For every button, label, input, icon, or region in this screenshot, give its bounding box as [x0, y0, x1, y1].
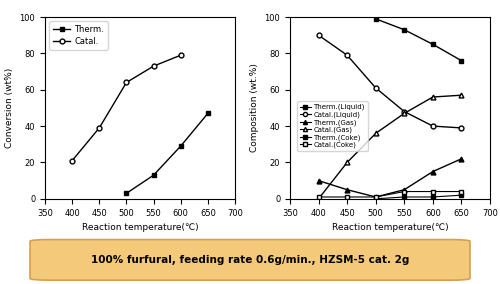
- Catal.: [69, 159, 75, 162]
- Catal.: [150, 64, 156, 68]
- Therm.: [205, 112, 211, 115]
- Line: Catal.: Catal.: [70, 53, 183, 163]
- Line: Therm.: Therm.: [124, 111, 210, 196]
- X-axis label: Reaction temperature(℃): Reaction temperature(℃): [332, 223, 448, 232]
- Therm.: [178, 144, 184, 148]
- Catal.: [124, 81, 130, 84]
- Catal.: [178, 53, 184, 57]
- FancyBboxPatch shape: [30, 239, 470, 280]
- Therm.: [150, 174, 156, 177]
- Legend: Therm.(Liquid), Catal.(Liquid), Therm.(Gas), Catal.(Gas), Therm.(Coke), Catal.(C: Therm.(Liquid), Catal.(Liquid), Therm.(G…: [298, 101, 368, 151]
- Catal.: [96, 126, 102, 130]
- X-axis label: Reaction temperature(℃): Reaction temperature(℃): [82, 223, 198, 232]
- Y-axis label: Composition (wt.%): Composition (wt.%): [250, 64, 259, 152]
- Therm.: [124, 192, 130, 195]
- Text: 100% furfural, feeding rate 0.6g/min., HZSM-5 cat. 2g: 100% furfural, feeding rate 0.6g/min., H…: [91, 255, 409, 265]
- Y-axis label: Conversion (wt%): Conversion (wt%): [5, 68, 14, 148]
- Legend: Therm., Catal.: Therm., Catal.: [49, 21, 108, 50]
